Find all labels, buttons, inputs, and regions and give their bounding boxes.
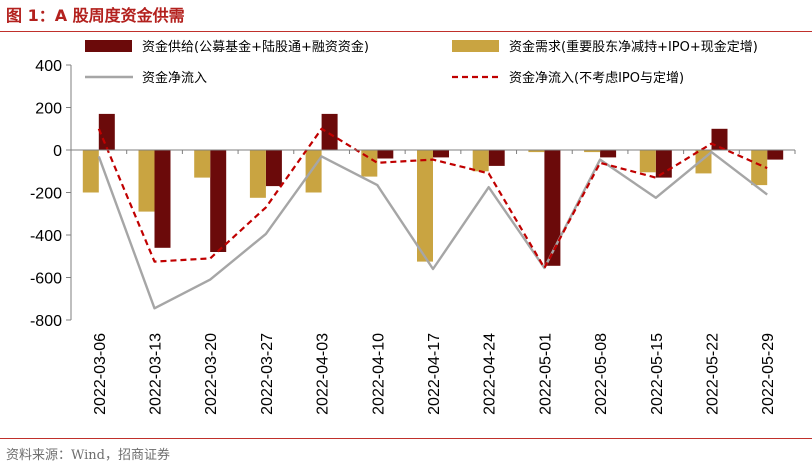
figure-title: 图 1：A 股周度资金供需	[6, 6, 185, 25]
x-tick-label: 2022-05-22	[704, 333, 721, 415]
bar-series1-2	[194, 150, 211, 178]
bar-series1-10	[639, 150, 656, 173]
x-tick-label: 2022-04-24	[482, 333, 499, 415]
y-tick-label: -600	[30, 271, 62, 288]
legend-label-0: 资金供给(公募基金+陆股通+融资资金)	[142, 39, 369, 55]
bar-series1-4	[305, 150, 322, 193]
bar-series0-9	[600, 150, 617, 158]
y-tick-label: 400	[35, 58, 62, 75]
bar-series1-9	[584, 150, 601, 153]
title-rule	[0, 31, 812, 32]
x-tick-label: 2022-04-03	[315, 333, 332, 415]
x-tick-label: 2022-03-20	[203, 333, 220, 415]
chart-axes: 400 200 0 -200 -400 -600 -800 2022-03-06 2022-03…	[30, 58, 796, 415]
bar-series0-8	[544, 150, 561, 266]
bar-series0-7	[488, 150, 505, 166]
chart-legend: 资金供给(公募基金+陆股通+融资资金) 资金需求(重要股东净减持+IPO+现金定增…	[85, 39, 758, 86]
line-series3	[97, 127, 768, 269]
legend-label-3: 资金净流入(不考虑IPO与定增)	[509, 70, 684, 86]
bar-series1-3	[249, 150, 266, 198]
y-tick-label: 0	[53, 143, 62, 160]
bar-series0-2	[210, 150, 227, 252]
x-tick-label: 2022-03-13	[148, 333, 165, 415]
legend-swatch-0	[85, 40, 132, 52]
x-tick-label: 2022-03-27	[259, 333, 276, 415]
bar-series1-7	[472, 150, 489, 172]
bar-series0-3	[265, 150, 282, 187]
y-tick-label: -400	[30, 228, 62, 245]
footer-rule	[0, 438, 812, 439]
x-tick-label: 2022-05-08	[593, 333, 610, 415]
bar-series1-0	[82, 150, 99, 193]
legend-label-2: 资金净流入	[142, 70, 207, 86]
x-tick-label: 2022-05-15	[649, 333, 666, 415]
y-tick-label: -200	[30, 186, 62, 203]
bar-series0-6	[433, 150, 449, 158]
x-tick-label: 2022-05-29	[760, 333, 777, 415]
bar-series0-4	[321, 113, 338, 150]
line-marks	[97, 127, 768, 310]
y-tick-label: -800	[30, 313, 62, 330]
y-tick-label: 200	[35, 101, 62, 118]
bar-series0-12	[767, 150, 784, 160]
bar-series0-5	[377, 150, 394, 159]
x-tick-label: 2022-03-06	[92, 333, 109, 415]
bar-marks	[82, 113, 784, 266]
legend-label-1: 资金需求(重要股东净减持+IPO+现金定增)	[509, 39, 758, 55]
bar-series1-12	[751, 150, 768, 186]
line-series2	[97, 150, 768, 310]
source-note: 资料来源：Wind，招商证券	[6, 448, 170, 463]
bar-series1-8	[528, 150, 545, 153]
legend-swatch-1	[452, 40, 499, 52]
x-tick-label: 2022-05-01	[537, 333, 554, 415]
bar-series1-1	[138, 150, 155, 212]
bar-series1-6	[417, 150, 433, 262]
x-tick-label: 2022-04-10	[370, 333, 387, 415]
bar-series0-1	[154, 150, 171, 248]
x-tick-label: 2022-04-17	[426, 333, 443, 415]
